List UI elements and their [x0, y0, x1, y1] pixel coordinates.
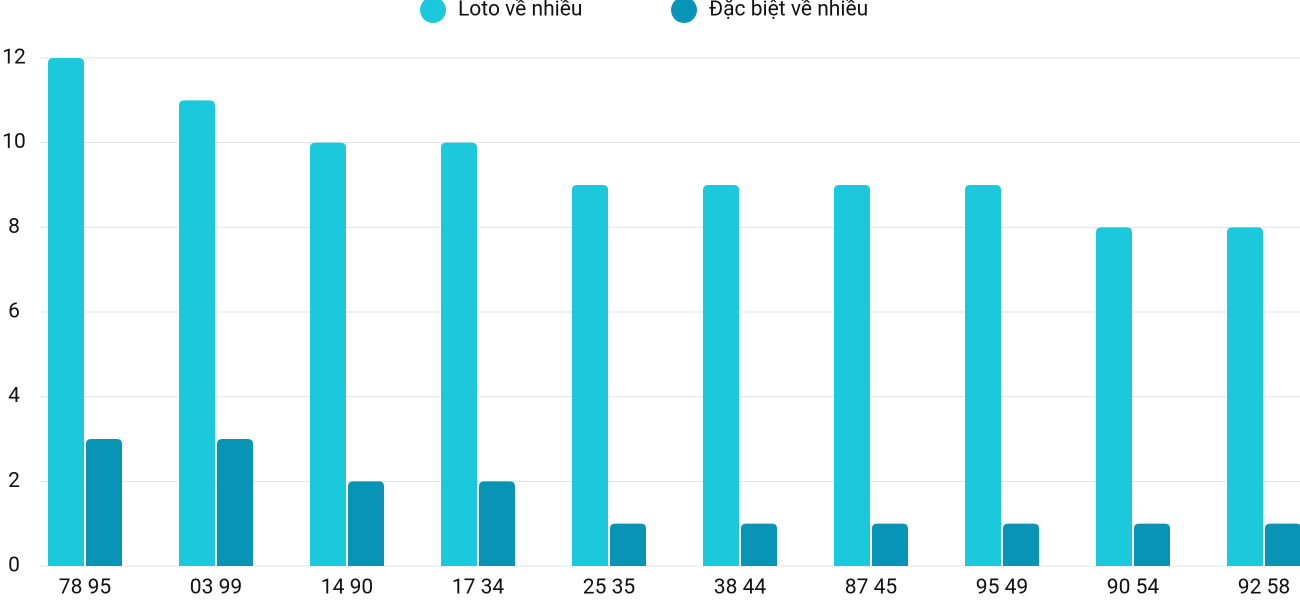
x-tick-label: 90 54	[1107, 576, 1160, 600]
y-tick-label: 10	[2, 130, 26, 154]
bar	[310, 142, 346, 566]
x-tick-label: 92 58	[1238, 576, 1290, 600]
bar	[834, 185, 870, 566]
bar	[1265, 523, 1300, 566]
bar	[741, 523, 777, 566]
bar	[441, 142, 477, 566]
x-tick-label: 25 35	[583, 576, 635, 600]
legend-marker	[420, 0, 446, 23]
bar	[179, 100, 215, 566]
bar	[217, 439, 253, 566]
legend-marker	[671, 0, 697, 23]
y-tick-label: 2	[8, 469, 20, 493]
bar	[965, 185, 1001, 566]
x-tick-label: 95 49	[976, 576, 1028, 600]
legend-label: Loto về nhiều	[458, 0, 583, 22]
y-tick-label: 12	[2, 46, 26, 70]
x-tick-label: 14 90	[321, 576, 373, 600]
bar	[610, 523, 646, 566]
bar	[1134, 523, 1170, 566]
legend-label: Đặc biệt về nhiều	[709, 0, 868, 22]
bar	[703, 185, 739, 566]
x-tick-label: 87 45	[845, 576, 897, 600]
bar	[572, 185, 608, 566]
bar	[348, 481, 384, 566]
x-tick-label: 03 99	[190, 576, 242, 600]
bar	[48, 58, 84, 566]
bar	[479, 481, 515, 566]
bar	[86, 439, 122, 566]
bar	[1096, 227, 1132, 567]
bar	[1003, 523, 1039, 566]
y-tick-label: 8	[8, 215, 20, 239]
y-tick-label: 6	[8, 300, 20, 324]
y-tick-label: 0	[8, 554, 20, 578]
bar	[1227, 227, 1263, 567]
x-tick-label: 17 34	[452, 576, 505, 600]
bar	[872, 523, 908, 566]
y-tick-label: 4	[8, 384, 20, 408]
x-tick-label: 38 44	[714, 576, 767, 600]
x-tick-label: 78 95	[59, 576, 111, 600]
